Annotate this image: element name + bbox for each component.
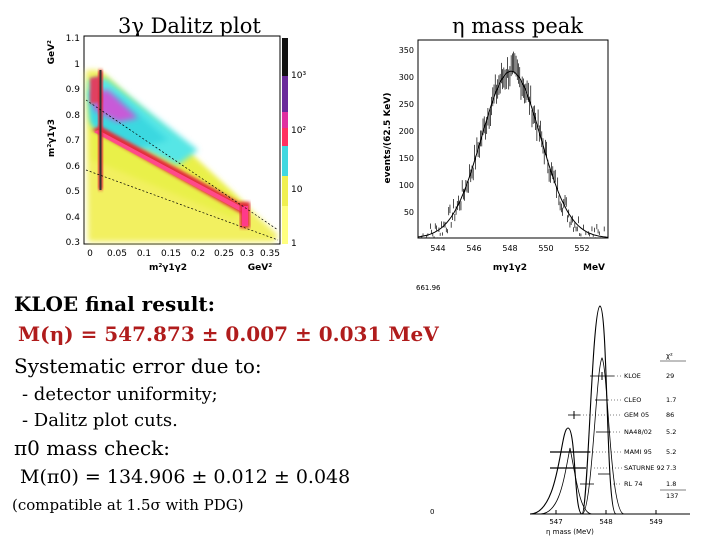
dalitz-x-tick: 0.1 xyxy=(137,249,151,259)
colorbar-tick: 10 xyxy=(291,185,303,195)
peak-x-label: mγ1γ2 xyxy=(493,263,527,273)
experiment-name: GEM 05 xyxy=(624,411,649,419)
peak-y-tick: 300 xyxy=(399,73,414,82)
comparison-x-tick: 548 xyxy=(599,518,612,526)
pdg-note: (compatible at 1.5σ with PDG) xyxy=(12,496,244,514)
dalitz-title: 3γ Dalitz plot xyxy=(118,14,261,38)
experiment-name: KLOE xyxy=(624,372,641,380)
dalitz-y-label: m²γ1γ3 xyxy=(47,119,57,157)
dalitz-y-tick: 0.9 xyxy=(66,85,81,95)
comparison-top-label: 661.96 xyxy=(416,284,441,292)
dalitz-x-tick: 0.35 xyxy=(260,249,280,259)
peak-x-tick: 552 xyxy=(574,244,589,253)
chi2-value: 5.2 xyxy=(666,448,676,456)
colorbar-tick: 10³ xyxy=(291,71,306,81)
chi2-value: 29 xyxy=(666,372,674,380)
ideogram-component xyxy=(581,357,625,515)
experiment-name: MAMI 95 xyxy=(624,448,652,456)
peak-y-tick: 250 xyxy=(399,100,414,109)
colorbar-tick: 1 xyxy=(291,239,297,249)
peak-y-tick: 150 xyxy=(399,154,414,163)
result-heading: KLOE final result: xyxy=(14,292,215,316)
experiment-name: SATURNE 92 xyxy=(624,464,665,472)
comparison-bottom-label: 0 xyxy=(430,508,434,516)
peak-y-tick: 100 xyxy=(399,181,414,190)
systematic-item: - detector uniformity; xyxy=(22,384,218,405)
eta-mass-result: M(η) = 547.873 ± 0.007 ± 0.031 MeV xyxy=(18,322,439,346)
dalitz-y-unit: GeV² xyxy=(47,40,57,64)
chi2-value: 86 xyxy=(666,411,674,419)
pi0-mass-result: M(π0) = 134.906 ± 0.012 ± 0.048 xyxy=(20,466,351,488)
eta-mass-peak-plot: events/(62.5 KeV) 350 300 250 200 150 10… xyxy=(383,39,609,273)
ideogram-component xyxy=(539,447,593,515)
peak-y-tick: 200 xyxy=(399,127,414,136)
comparison-x-tick: 549 xyxy=(649,518,662,526)
peak-x-tick: 544 xyxy=(430,244,445,253)
colorbar-tick: 10² xyxy=(291,126,306,136)
dalitz-y-tick: 1 xyxy=(74,60,80,70)
dalitz-x-unit: GeV² xyxy=(248,263,272,273)
chi2-total: 137 xyxy=(666,492,678,500)
chi2-value: 7.3 xyxy=(666,464,676,472)
chi2-header: χ² xyxy=(666,352,673,360)
comparison-x-label: η mass (MeV) xyxy=(546,528,594,536)
peak-x-unit: MeV xyxy=(583,263,605,273)
dalitz-y-tick: 1.1 xyxy=(66,34,80,44)
experiment-points xyxy=(550,372,614,485)
experiment-name: CLEO xyxy=(624,396,641,404)
dalitz-y-tick: 0.8 xyxy=(66,111,81,121)
dalitz-y-tick: 0.5 xyxy=(66,187,80,197)
dalitz-x-tick: 0.2 xyxy=(191,249,205,259)
peak-fit-curve xyxy=(417,70,609,238)
eta-peak-title: η mass peak xyxy=(452,14,584,38)
experiment-name: NA48/02 xyxy=(624,428,652,436)
dalitz-plot: 10³ 10² 10 1 GeV² 1.1 1 0.9 0.8 0.7 0.6 … xyxy=(47,34,306,273)
dalitz-distribution xyxy=(85,70,279,242)
dalitz-x-label: m²γ1γ2 xyxy=(149,263,187,273)
pi0-heading-text: π0 mass check: xyxy=(14,436,170,460)
peak-y-tick: 350 xyxy=(399,46,414,55)
pi0-heading: π0 mass check: xyxy=(14,436,170,460)
peak-x-tick: 546 xyxy=(466,244,481,253)
systematic-item: - Dalitz plot cuts. xyxy=(22,410,178,431)
comparison-x-tick: 547 xyxy=(549,518,562,526)
dalitz-colorbar xyxy=(282,38,288,244)
dalitz-y-tick: 0.6 xyxy=(66,162,81,172)
peak-x-tick: 550 xyxy=(538,244,553,253)
dalitz-y-tick: 0.4 xyxy=(66,213,81,223)
chi2-value: 1.7 xyxy=(666,396,676,404)
chi2-value: 1.8 xyxy=(666,480,676,488)
peak-y-tick: 50 xyxy=(404,208,414,217)
peak-y-label: events/(62.5 KeV) xyxy=(383,93,393,184)
comparison-plot: 661.96 0 547 548 549 η mass (MeV) KLOE C… xyxy=(416,284,690,536)
dalitz-y-tick: 0.7 xyxy=(66,136,80,146)
dalitz-x-tick: 0.05 xyxy=(107,249,127,259)
dalitz-x-tick: 0 xyxy=(87,249,93,259)
chi2-value: 5.2 xyxy=(666,428,676,436)
dalitz-x-tick: 0.3 xyxy=(240,249,254,259)
experiment-name: RL 74 xyxy=(624,480,642,488)
dalitz-x-tick: 0.25 xyxy=(214,249,234,259)
systematic-heading: Systematic error due to: xyxy=(14,354,262,378)
peak-x-tick: 548 xyxy=(502,244,517,253)
dalitz-y-tick: 0.3 xyxy=(66,238,80,248)
dalitz-x-tick: 0.15 xyxy=(161,249,181,259)
peak-frame xyxy=(417,39,609,239)
